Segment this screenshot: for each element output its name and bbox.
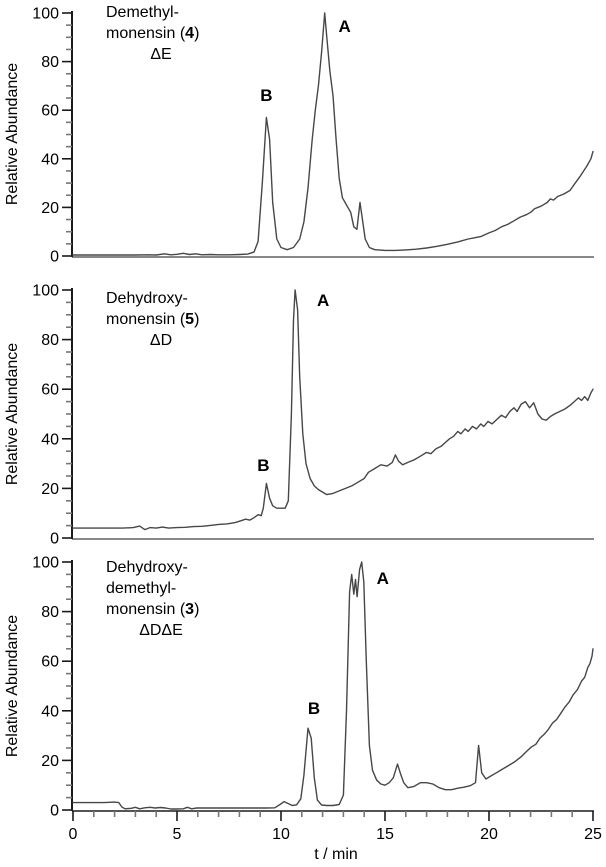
x-tick-label: 10	[272, 826, 290, 843]
y-axis-label-panel3: Relative Abundance	[4, 614, 21, 758]
compound-paren: )	[194, 601, 200, 618]
panel3-title-line1: Dehydroxy-	[106, 559, 188, 576]
x-tick-label: 15	[376, 826, 394, 843]
panel3-title-line2: demethyl-	[106, 580, 177, 597]
panel1-title-compound: monensin (4)	[106, 23, 216, 44]
peak-label-A-panel3: A	[376, 569, 389, 588]
trace-dehydroxydemethylmonensin	[72, 561, 594, 810]
y-tick-label: 20	[41, 481, 59, 498]
y-tick-label: 0	[50, 803, 59, 820]
peak-label-B-panel1: B	[260, 86, 273, 106]
y-tick-label: 80	[41, 604, 59, 621]
y-axis-label-panel2: Relative Abundance	[4, 342, 21, 486]
panel1-title: Demethyl- monensin (4) ΔE	[106, 2, 216, 65]
y-tick-label: 80	[41, 54, 59, 71]
panel2-title: Dehydroxy- monensin (5) ΔD	[106, 288, 216, 351]
y-tick-label: 20	[41, 753, 59, 770]
compound-paren: )	[194, 25, 200, 42]
panel2-title-line1: Dehydroxy-	[106, 290, 188, 307]
x-tick-label: 20	[480, 826, 498, 843]
compound-number: 3	[185, 601, 195, 618]
x-tick-label: 25	[584, 826, 602, 843]
y-tick-label: 100	[32, 283, 59, 300]
y-tick-label: 40	[41, 703, 59, 720]
y-axis-label-panel1: Relative Abundance	[4, 62, 21, 206]
peak-label-B-panel2: B	[257, 456, 270, 476]
panel3-delta-label: ΔDΔE	[139, 622, 183, 639]
y-tick-label: 100	[32, 555, 59, 572]
x-tick-label: 5	[173, 826, 182, 843]
peak-label-A-panel2: A	[317, 291, 330, 310]
panel3-title: Dehydroxy- demethyl- monensin (3) ΔDΔE	[106, 557, 216, 641]
y-tick-label: 40	[41, 431, 59, 448]
peak-label-B-panel3: B	[307, 699, 321, 719]
panel2-title-compound: monensin (5)	[106, 309, 216, 330]
compound-name: monensin (	[106, 25, 186, 42]
panel3-title-compound: monensin (3)	[106, 599, 216, 620]
y-tick-label: 60	[41, 654, 59, 671]
trace-dehydroxymonensin	[72, 289, 594, 531]
y-tick-label: 40	[41, 151, 59, 168]
peak-label-A-panel1: A	[338, 17, 351, 36]
compound-number: 5	[185, 311, 195, 328]
y-tick-label: 80	[41, 332, 59, 349]
y-tick-label: 60	[41, 103, 59, 120]
panel2-delta-label: ΔD	[149, 332, 173, 349]
x-tick-label: 0	[69, 826, 78, 843]
compound-paren: )	[194, 311, 200, 328]
y-tick-label: 100	[32, 6, 59, 23]
compound-name: monensin (	[106, 311, 186, 328]
panel1-delta-label: ΔE	[150, 46, 172, 63]
trace-demethylmonensin	[72, 12, 594, 256]
y-tick-label: 20	[41, 200, 59, 217]
panel1-title-line1: Demethyl-	[106, 4, 179, 21]
y-tick-label: 0	[50, 531, 59, 548]
x-axis-label: t / min	[314, 846, 358, 863]
y-tick-label: 0	[50, 249, 59, 266]
y-tick-label: 60	[41, 382, 59, 399]
compound-name: monensin (	[106, 601, 186, 618]
compound-number: 4	[185, 25, 195, 42]
